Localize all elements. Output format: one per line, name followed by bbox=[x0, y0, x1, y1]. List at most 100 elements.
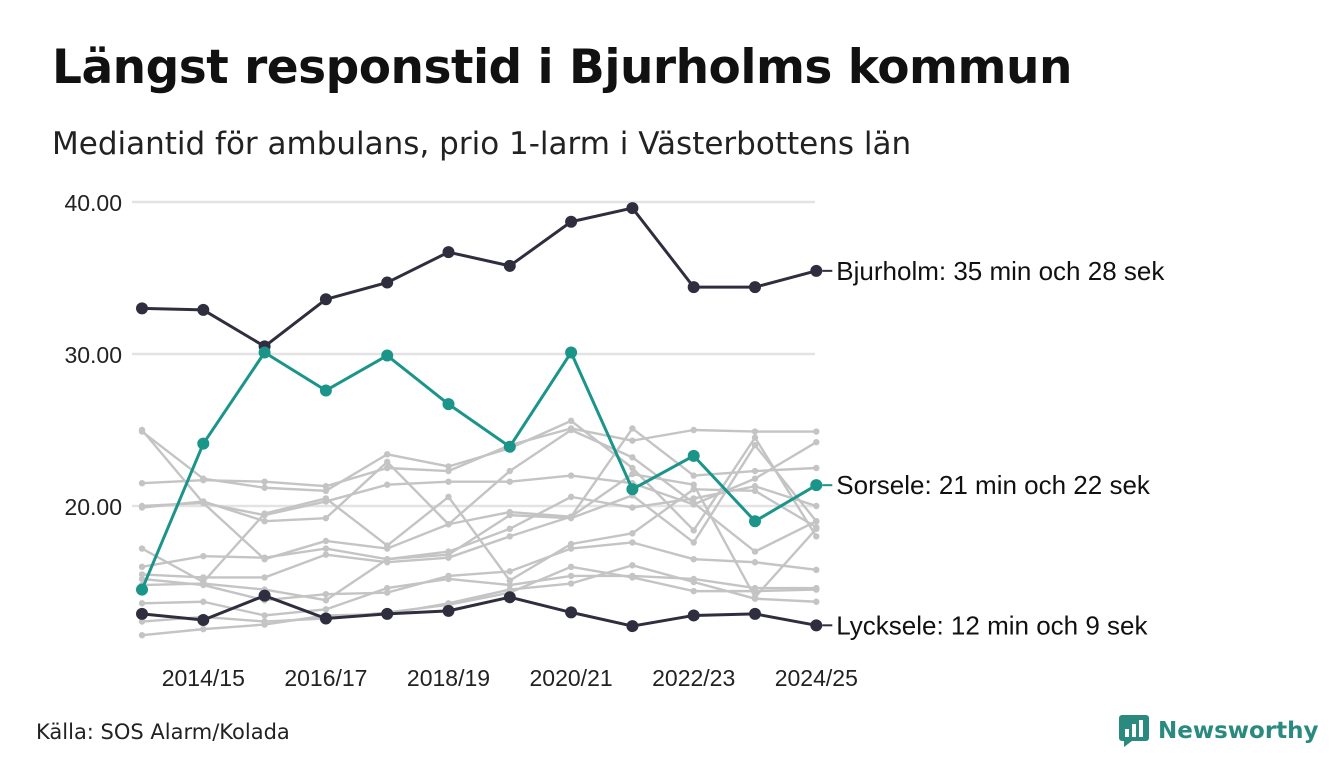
lycksele-series-point bbox=[319, 612, 332, 625]
lycksele-series-point bbox=[687, 609, 700, 622]
background-series-5-point bbox=[690, 472, 697, 479]
bjurholm-series-point bbox=[442, 246, 455, 259]
sorsele-series-point bbox=[687, 449, 700, 462]
background-series-7-point bbox=[200, 552, 207, 560]
y-tick-label: 40.00 bbox=[64, 190, 122, 216]
background-series-10 bbox=[138, 483, 820, 604]
background-series-12-point bbox=[690, 587, 697, 595]
brand-logo: Newsworthy bbox=[1118, 714, 1319, 748]
background-series-2-point bbox=[322, 487, 330, 494]
background-series-12-point bbox=[751, 587, 759, 595]
background-series-8-point bbox=[690, 481, 697, 488]
background-series bbox=[138, 417, 820, 639]
background-series-8-point bbox=[813, 525, 820, 532]
background-series-13-point bbox=[629, 562, 636, 569]
background-series-9-point bbox=[322, 590, 330, 598]
bjurholm-series-point bbox=[136, 302, 148, 315]
background-series-3-point bbox=[200, 476, 207, 484]
sorsele-series-point bbox=[749, 515, 761, 528]
background-series-11-point bbox=[261, 612, 268, 619]
background-series-6-point bbox=[506, 577, 513, 584]
lycksele-series-point bbox=[442, 604, 455, 617]
background-series-7-line bbox=[141, 444, 818, 568]
background-series-10-point bbox=[322, 597, 330, 604]
x-tick-label: 2022/23 bbox=[652, 665, 735, 691]
background-series-5-point bbox=[138, 504, 146, 511]
background-series-1-point bbox=[629, 454, 636, 461]
background-series-8 bbox=[138, 470, 820, 601]
background-series-6-point bbox=[384, 542, 391, 549]
background-series-2-point bbox=[751, 434, 759, 441]
background-series-8-line bbox=[141, 472, 818, 599]
background-series-2-point bbox=[384, 451, 391, 458]
background-series-6-point bbox=[445, 493, 452, 501]
bjurholm-series-point bbox=[319, 293, 332, 306]
background-series-4-point bbox=[751, 475, 759, 482]
source-note: Källa: SOS Alarm/Kolada bbox=[36, 720, 290, 744]
background-series-12-point bbox=[813, 586, 820, 593]
background-series-3-point bbox=[567, 425, 575, 432]
background-series-10-line bbox=[141, 485, 817, 602]
background-series-6-point bbox=[751, 487, 759, 494]
background-series-11-point bbox=[322, 606, 330, 613]
sorsele-series-point bbox=[565, 346, 578, 359]
background-series-8-point bbox=[629, 470, 636, 478]
background-series-11 bbox=[138, 572, 820, 619]
background-series-13-point bbox=[261, 621, 268, 628]
background-series-9-point bbox=[690, 556, 697, 563]
background-series-1-point bbox=[322, 537, 330, 545]
background-series-11-point bbox=[506, 581, 513, 589]
background-series-11-line bbox=[141, 574, 817, 617]
chart-subtitle: Mediantid för ambulans, prio 1-larm i Vä… bbox=[52, 126, 912, 162]
background-series-9 bbox=[138, 539, 820, 604]
background-series-9-point bbox=[751, 559, 759, 566]
background-series-6-point bbox=[138, 545, 146, 552]
background-series-1-point bbox=[506, 467, 513, 475]
background-series-7-point bbox=[261, 554, 268, 561]
background-series-8-point bbox=[567, 513, 575, 520]
background-series-3-point bbox=[813, 428, 820, 435]
newsworthy-logo-icon bbox=[1119, 715, 1149, 747]
background-series-6 bbox=[138, 486, 820, 586]
background-series-8-point bbox=[200, 574, 207, 581]
background-series-9-point bbox=[813, 566, 820, 574]
sorsele-series-point bbox=[810, 479, 823, 492]
lycksele-series-point bbox=[381, 607, 394, 620]
background-series-9-point bbox=[567, 545, 575, 552]
background-series-4-point bbox=[445, 478, 452, 485]
background-series-8-point bbox=[445, 554, 452, 561]
background-series-13-point bbox=[506, 586, 513, 593]
background-series-2-point bbox=[813, 533, 820, 540]
background-series-7-point bbox=[690, 539, 697, 546]
y-tick-label: 30.00 bbox=[64, 342, 122, 368]
x-axis-tick-labels: 2014/15 2016/17 2018/19 2020/21 2022/23 2024/… bbox=[162, 665, 858, 691]
sorsele-series-point bbox=[442, 398, 455, 411]
background-series-11-point bbox=[200, 598, 207, 605]
sorsele-series-point bbox=[381, 349, 394, 362]
background-series-5-point bbox=[813, 464, 820, 472]
background-series-13-point bbox=[567, 580, 575, 587]
bjurholm-series-point bbox=[381, 276, 394, 289]
background-series-9-point bbox=[138, 575, 146, 583]
background-series-12-line bbox=[141, 565, 817, 623]
background-series-4-point bbox=[690, 501, 697, 508]
background-series-4-point bbox=[567, 472, 575, 479]
gridlines bbox=[132, 200, 815, 508]
background-series-5-point bbox=[261, 518, 268, 525]
background-series-10-point bbox=[567, 493, 575, 501]
background-series-3-point bbox=[445, 467, 452, 475]
background-series-9-point bbox=[384, 589, 391, 596]
background-series-3-point bbox=[384, 464, 391, 472]
background-series-5-point bbox=[629, 425, 636, 432]
y-tick-label: 20.00 bbox=[64, 494, 122, 520]
background-series-11-point bbox=[445, 575, 452, 583]
lycksele-series bbox=[136, 589, 823, 633]
background-series-13-point bbox=[813, 598, 820, 605]
background-series-12-point bbox=[138, 618, 146, 625]
bjurholm-series-point bbox=[687, 281, 700, 294]
background-series-6-point bbox=[322, 495, 330, 502]
x-tick-label: 2016/17 bbox=[284, 665, 367, 691]
x-tick-label: 2020/21 bbox=[530, 665, 613, 691]
background-series-13-point bbox=[751, 595, 759, 602]
background-series-7-point bbox=[506, 511, 513, 519]
